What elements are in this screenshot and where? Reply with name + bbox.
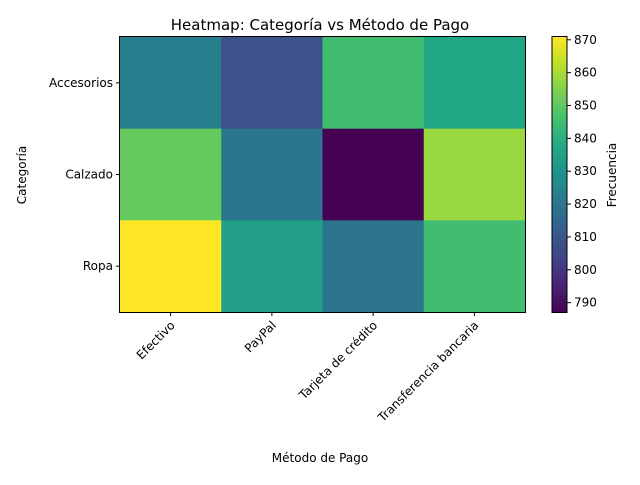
heatmap-cell [423, 220, 526, 313]
x-tick-label: Transferencia bancaria [375, 318, 482, 425]
x-tick-label: Efectivo [134, 318, 178, 362]
colorbar-tick-label: 820 [574, 197, 597, 211]
heatmap-cells [120, 37, 526, 313]
colorbar-tick-label: 840 [574, 131, 597, 145]
colorbar [552, 36, 567, 313]
colorbar-tick-label: 790 [574, 296, 597, 310]
colorbar-tick-label: 870 [574, 33, 597, 47]
heatmap-cell [423, 37, 526, 130]
heatmap-cell [120, 128, 222, 221]
heatmap-cell [221, 128, 323, 221]
heatmap-cell [221, 37, 323, 130]
x-axis-ticks: Efectivo PayPal Tarjeta de créditoTransfer… [134, 312, 482, 425]
colorbar-tick-label: 860 [574, 66, 597, 80]
y-axis-label: Categoría [15, 146, 29, 204]
heatmap-cell [221, 220, 323, 313]
x-tick-label: PayPal [242, 318, 279, 355]
colorbar-tick-label: 810 [574, 230, 597, 244]
heatmap-cell [322, 220, 425, 313]
chart-title: Heatmap: Categoría vs Método de Pago [171, 16, 469, 34]
x-axis-label: Método de Pago [272, 451, 368, 465]
y-tick-label: Accesorios [49, 76, 113, 90]
colorbar-tick-label: 800 [574, 263, 597, 277]
colorbar-tick-label: 850 [574, 99, 597, 113]
colorbar-frame [551, 36, 568, 313]
y-tick-label: Ropa [83, 259, 113, 273]
colorbar-label: Frecuencia [605, 143, 619, 208]
x-tick-label: Tarjeta de crédito [296, 318, 381, 403]
colorbar-tick-label: 830 [574, 164, 597, 178]
heatmap-cell [322, 128, 425, 221]
heatmap-cell [322, 37, 425, 130]
heatmap-cell [120, 37, 222, 130]
heatmap-cell [423, 128, 526, 221]
colorbar-ticks: 790 800 810 820 830 840 850 860 870 [567, 33, 597, 310]
y-tick-label: Calzado [65, 168, 113, 182]
y-axis-ticks: Accesorios Calzado Ropa [49, 76, 120, 273]
heatmap-cell [120, 220, 222, 313]
